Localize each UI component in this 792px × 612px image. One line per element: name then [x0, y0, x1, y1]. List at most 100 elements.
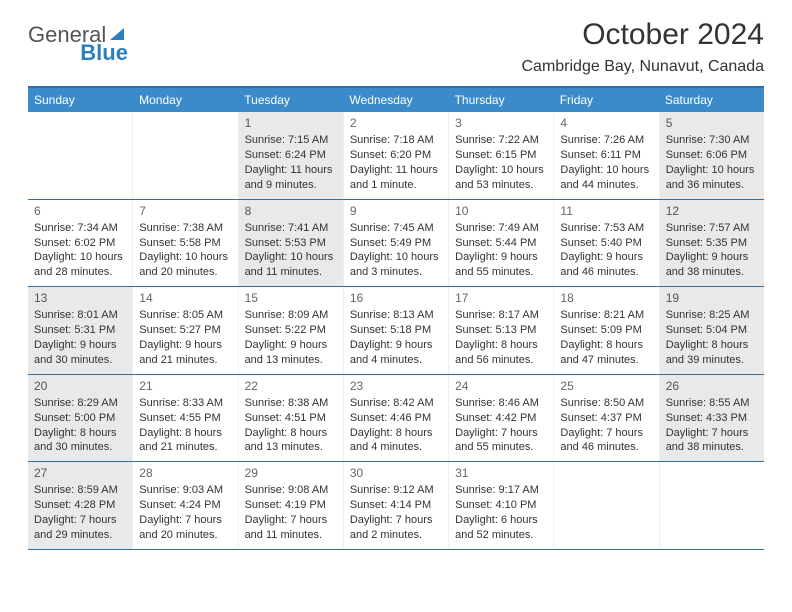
day-number: 27: [34, 465, 126, 481]
day-cell: 14Sunrise: 8:05 AMSunset: 5:27 PMDayligh…: [133, 287, 238, 374]
day-number: 19: [666, 290, 758, 306]
header: General Blue October 2024 Cambridge Bay,…: [28, 18, 764, 76]
sunrise-text: Sunrise: 7:18 AM: [350, 133, 442, 148]
day-number: 28: [139, 465, 231, 481]
day-cell: 21Sunrise: 8:33 AMSunset: 4:55 PMDayligh…: [133, 375, 238, 462]
day-header: Sunday: [28, 88, 133, 112]
day-header: Friday: [554, 88, 659, 112]
sunrise-text: Sunrise: 9:08 AM: [245, 483, 337, 498]
sunset-text: Sunset: 6:06 PM: [666, 148, 758, 163]
sunset-text: Sunset: 4:14 PM: [350, 498, 442, 513]
weeks-container: 1Sunrise: 7:15 AMSunset: 6:24 PMDaylight…: [28, 112, 764, 550]
sunrise-text: Sunrise: 8:55 AM: [666, 396, 758, 411]
day-number: 24: [455, 378, 547, 394]
day-cell: 1 Sunrise: 7:15 AMSunset: 6:24 PMDaylight…: [239, 112, 344, 199]
day-header: Saturday: [659, 88, 764, 112]
daylight-text: Daylight: 9 hours and 21 minutes.: [139, 338, 231, 368]
daylight-text: Daylight: 7 hours and 11 minutes.: [245, 513, 337, 543]
sunset-text: Sunset: 5:35 PM: [666, 236, 758, 251]
day-cell: 20Sunrise: 8:29 AMSunset: 5:00 PMDayligh…: [28, 375, 133, 462]
empty-cell: [660, 462, 764, 549]
sunrise-text: Sunrise: 9:03 AM: [139, 483, 231, 498]
sunrise-text: Sunrise: 7:45 AM: [350, 221, 442, 236]
sunset-text: Sunset: 5:31 PM: [34, 323, 126, 338]
sunrise-text: Sunrise: 8:05 AM: [139, 308, 231, 323]
sunset-text: Sunset: 4:33 PM: [666, 411, 758, 426]
sunset-text: Sunset: 5:44 PM: [455, 236, 547, 251]
day-cell: 25Sunrise: 8:50 AMSunset: 4:37 PMDayligh…: [554, 375, 659, 462]
day-header: Thursday: [449, 88, 554, 112]
sunset-text: Sunset: 5:09 PM: [560, 323, 652, 338]
day-cell: 31Sunrise: 9:17 AMSunset: 4:10 PMDayligh…: [449, 462, 554, 549]
sunrise-text: Sunrise: 8:21 AM: [560, 308, 652, 323]
sunset-text: Sunset: 4:51 PM: [245, 411, 337, 426]
sunset-text: Sunset: 5:13 PM: [455, 323, 547, 338]
day-header: Monday: [133, 88, 238, 112]
daylight-text: Daylight: 7 hours and 38 minutes.: [666, 426, 758, 456]
daylight-text: Daylight: 8 hours and 56 minutes.: [455, 338, 547, 368]
daylight-text: Daylight: 11 hours and 9 minutes.: [245, 163, 337, 193]
sunset-text: Sunset: 6:24 PM: [245, 148, 337, 163]
sunrise-text: Sunrise: 7:15 AM: [245, 133, 337, 148]
sunset-text: Sunset: 5:04 PM: [666, 323, 758, 338]
day-number: 9: [350, 203, 442, 219]
day-cell: 26Sunrise: 8:55 AMSunset: 4:33 PMDayligh…: [660, 375, 764, 462]
daylight-text: Daylight: 9 hours and 30 minutes.: [34, 338, 126, 368]
sunset-text: Sunset: 6:20 PM: [350, 148, 442, 163]
day-number: 1: [245, 115, 337, 131]
sunset-text: Sunset: 6:02 PM: [34, 236, 126, 251]
sunset-text: Sunset: 5:49 PM: [350, 236, 442, 251]
sunset-text: Sunset: 4:55 PM: [139, 411, 231, 426]
day-cell: 29Sunrise: 9:08 AMSunset: 4:19 PMDayligh…: [239, 462, 344, 549]
day-number: 15: [245, 290, 337, 306]
day-cell: 9Sunrise: 7:45 AMSunset: 5:49 PMDaylight…: [344, 200, 449, 287]
day-cell: 27Sunrise: 8:59 AMSunset: 4:28 PMDayligh…: [28, 462, 133, 549]
sunrise-text: Sunrise: 7:34 AM: [34, 221, 126, 236]
daylight-text: Daylight: 8 hours and 30 minutes.: [34, 426, 126, 456]
week-row: 1Sunrise: 7:15 AMSunset: 6:24 PMDaylight…: [28, 112, 764, 200]
day-cell: 10Sunrise: 7:49 AMSunset: 5:44 PMDayligh…: [449, 200, 554, 287]
sunrise-text: Sunrise: 8:09 AM: [245, 308, 337, 323]
week-row: 13Sunrise: 8:01 AMSunset: 5:31 PMDayligh…: [28, 287, 764, 375]
day-cell: 7Sunrise: 7:38 AMSunset: 5:58 PMDaylight…: [133, 200, 238, 287]
sunrise-text: Sunrise: 7:57 AM: [666, 221, 758, 236]
daylight-text: Daylight: 8 hours and 47 minutes.: [560, 338, 652, 368]
sunset-text: Sunset: 6:15 PM: [455, 148, 547, 163]
daylight-text: Daylight: 10 hours and 28 minutes.: [34, 250, 126, 280]
day-number: 11: [560, 203, 652, 219]
sunset-text: Sunset: 5:40 PM: [560, 236, 652, 251]
daylight-text: Daylight: 8 hours and 21 minutes.: [139, 426, 231, 456]
sunrise-text: Sunrise: 8:13 AM: [350, 308, 442, 323]
day-cell: 23Sunrise: 8:42 AMSunset: 4:46 PMDayligh…: [344, 375, 449, 462]
daylight-text: Daylight: 11 hours and 1 minute.: [350, 163, 442, 193]
sunset-text: Sunset: 5:53 PM: [245, 236, 337, 251]
page: General Blue October 2024 Cambridge Bay,…: [0, 0, 792, 550]
sunrise-text: Sunrise: 7:22 AM: [455, 133, 547, 148]
day-number: 10: [455, 203, 547, 219]
week-row: 20Sunrise: 8:29 AMSunset: 5:00 PMDayligh…: [28, 375, 764, 463]
daylight-text: Daylight: 7 hours and 20 minutes.: [139, 513, 231, 543]
sunrise-text: Sunrise: 7:30 AM: [666, 133, 758, 148]
sunset-text: Sunset: 4:10 PM: [455, 498, 547, 513]
calendar: SundayMondayTuesdayWednesdayThursdayFrid…: [28, 86, 764, 550]
location: Cambridge Bay, Nunavut, Canada: [521, 58, 764, 76]
day-number: 18: [560, 290, 652, 306]
title-block: October 2024 Cambridge Bay, Nunavut, Can…: [521, 18, 764, 76]
week-row: 27Sunrise: 8:59 AMSunset: 4:28 PMDayligh…: [28, 462, 764, 550]
daylight-text: Daylight: 7 hours and 29 minutes.: [34, 513, 126, 543]
day-cell: 22Sunrise: 8:38 AMSunset: 4:51 PMDayligh…: [239, 375, 344, 462]
day-number: 2: [350, 115, 442, 131]
day-number: 13: [34, 290, 126, 306]
day-number: 5: [666, 115, 758, 131]
day-cell: 6Sunrise: 7:34 AMSunset: 6:02 PMDaylight…: [28, 200, 133, 287]
day-cell: 2 Sunrise: 7:18 AMSunset: 6:20 PMDaylight…: [344, 112, 449, 199]
day-cell: 30Sunrise: 9:12 AMSunset: 4:14 PMDayligh…: [344, 462, 449, 549]
daylight-text: Daylight: 10 hours and 44 minutes.: [560, 163, 652, 193]
day-cell: 18 Sunrise: 8:21 AMSunset: 5:09 PMDayligh…: [554, 287, 659, 374]
sunset-text: Sunset: 5:22 PM: [245, 323, 337, 338]
day-number: 17: [455, 290, 547, 306]
day-cell: 12Sunrise: 7:57 AMSunset: 5:35 PMDayligh…: [660, 200, 764, 287]
month-title: October 2024: [521, 18, 764, 52]
sunset-text: Sunset: 4:28 PM: [34, 498, 126, 513]
sunset-text: Sunset: 5:00 PM: [34, 411, 126, 426]
